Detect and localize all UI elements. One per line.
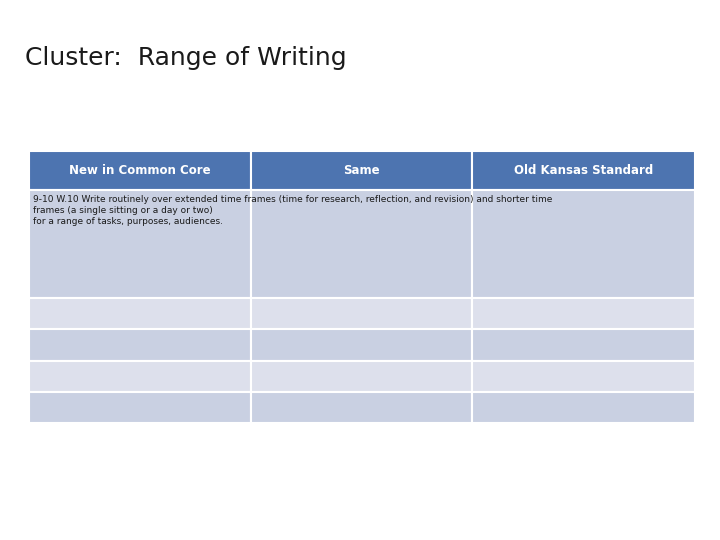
Bar bbox=[472, 361, 695, 392]
Bar bbox=[251, 392, 472, 423]
Bar bbox=[251, 190, 472, 298]
Text: 9-10 W.10 Write routinely over extended time frames (time for research, reflecti: 9-10 W.10 Write routinely over extended … bbox=[33, 195, 552, 226]
Bar bbox=[29, 190, 251, 298]
Bar bbox=[472, 190, 695, 298]
Bar bbox=[251, 329, 472, 361]
Bar bbox=[251, 361, 472, 392]
Bar bbox=[29, 329, 251, 361]
Bar bbox=[251, 151, 472, 190]
Text: New in Common Core: New in Common Core bbox=[69, 164, 210, 177]
Bar bbox=[29, 298, 251, 329]
Bar bbox=[29, 151, 251, 190]
Bar bbox=[472, 151, 695, 190]
Bar bbox=[251, 298, 472, 329]
Text: Old Kansas Standard: Old Kansas Standard bbox=[514, 164, 653, 177]
Bar bbox=[472, 298, 695, 329]
Text: Cluster:  Range of Writing: Cluster: Range of Writing bbox=[25, 46, 347, 70]
Bar bbox=[472, 329, 695, 361]
Text: Same: Same bbox=[343, 164, 379, 177]
Bar bbox=[472, 392, 695, 423]
Bar bbox=[29, 392, 251, 423]
Bar bbox=[29, 361, 251, 392]
